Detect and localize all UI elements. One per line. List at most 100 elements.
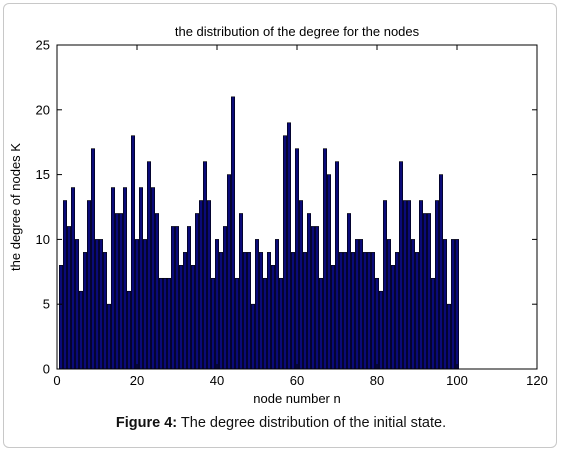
bar (75, 239, 80, 370)
x-tick-label: 40 (210, 373, 224, 388)
bar (334, 161, 339, 370)
bar (394, 252, 399, 370)
bar (310, 226, 315, 370)
bar (258, 252, 263, 370)
bar (139, 187, 144, 370)
bar (79, 290, 84, 370)
bar (247, 252, 252, 370)
bar (294, 148, 299, 370)
bar (278, 277, 283, 370)
bar (286, 122, 291, 370)
bar (211, 277, 216, 370)
bar (119, 213, 124, 370)
bar (251, 303, 256, 370)
figure-caption: Figure 4: The degree distribution of the… (0, 415, 562, 431)
bar (414, 252, 419, 370)
y-axis-label: the degree of nodes K (8, 143, 23, 271)
bar (358, 239, 363, 370)
bar (354, 239, 359, 370)
figure-caption-text: The degree distribution of the initial s… (177, 415, 447, 431)
bar (298, 200, 303, 370)
bar (155, 213, 160, 370)
bar (243, 252, 248, 370)
bar (374, 277, 379, 370)
bar (430, 277, 435, 370)
bar (342, 252, 347, 370)
bar (227, 174, 232, 370)
bar (442, 239, 447, 370)
bar (434, 200, 439, 370)
bar (103, 252, 108, 370)
bar (127, 290, 132, 370)
x-axis-label: node number n (253, 391, 340, 406)
y-tick-label: 5 (43, 297, 50, 312)
bar (350, 252, 355, 370)
bar (107, 303, 112, 370)
y-tick-label: 15 (36, 167, 50, 182)
bar (67, 226, 72, 370)
bar (314, 226, 319, 370)
bar (87, 200, 92, 370)
bar (83, 252, 88, 370)
figure-frame (3, 3, 557, 448)
y-tick-label: 10 (36, 232, 50, 247)
bar (302, 252, 307, 370)
bar (183, 252, 188, 370)
bar (179, 265, 184, 370)
bar (171, 226, 176, 370)
bar (99, 239, 104, 370)
y-tick-label: 20 (36, 102, 50, 117)
bar (426, 213, 431, 370)
bar (235, 277, 240, 370)
bar (219, 252, 224, 370)
bar (187, 226, 192, 370)
bar (239, 213, 244, 370)
chart-title: the distribution of the degree for the n… (175, 24, 420, 39)
bar (255, 239, 260, 370)
bar (274, 239, 279, 370)
bar (422, 213, 427, 370)
bar (318, 277, 323, 370)
bar (195, 213, 200, 370)
x-tick-label: 20 (130, 373, 144, 388)
bar (282, 135, 287, 370)
bar (95, 239, 100, 370)
bar (418, 200, 423, 370)
bar (338, 252, 343, 370)
y-tick-label: 25 (36, 38, 50, 53)
bar (266, 252, 271, 370)
bar (115, 213, 120, 370)
bar (163, 277, 168, 370)
bar (330, 265, 335, 370)
bar (135, 239, 140, 370)
bar (366, 252, 371, 370)
bar (175, 226, 180, 370)
bar (58, 265, 63, 370)
bar (62, 200, 67, 370)
x-tick-label: 80 (370, 373, 384, 388)
bar (147, 161, 152, 370)
bar (362, 252, 367, 370)
bar (167, 277, 172, 370)
bar (406, 200, 411, 370)
bar (71, 187, 76, 370)
bar (402, 200, 407, 370)
bar (223, 226, 228, 370)
bar (346, 213, 351, 370)
bar (151, 187, 156, 370)
bar (398, 161, 403, 370)
bar (143, 239, 148, 370)
bar (382, 200, 387, 370)
bar-chart: 0 20 40 60 80 100 120 0 5 10 15 20 25 the distributio… (8, 24, 548, 406)
bar (123, 187, 128, 370)
bar (446, 303, 451, 370)
bar (306, 213, 311, 370)
bar (326, 174, 331, 370)
x-tick-label: 0 (53, 373, 60, 388)
bar (231, 96, 236, 370)
bar (450, 239, 455, 370)
bar (410, 239, 415, 370)
x-tick-label: 100 (446, 373, 468, 388)
bar (199, 200, 204, 370)
bar (159, 277, 164, 370)
